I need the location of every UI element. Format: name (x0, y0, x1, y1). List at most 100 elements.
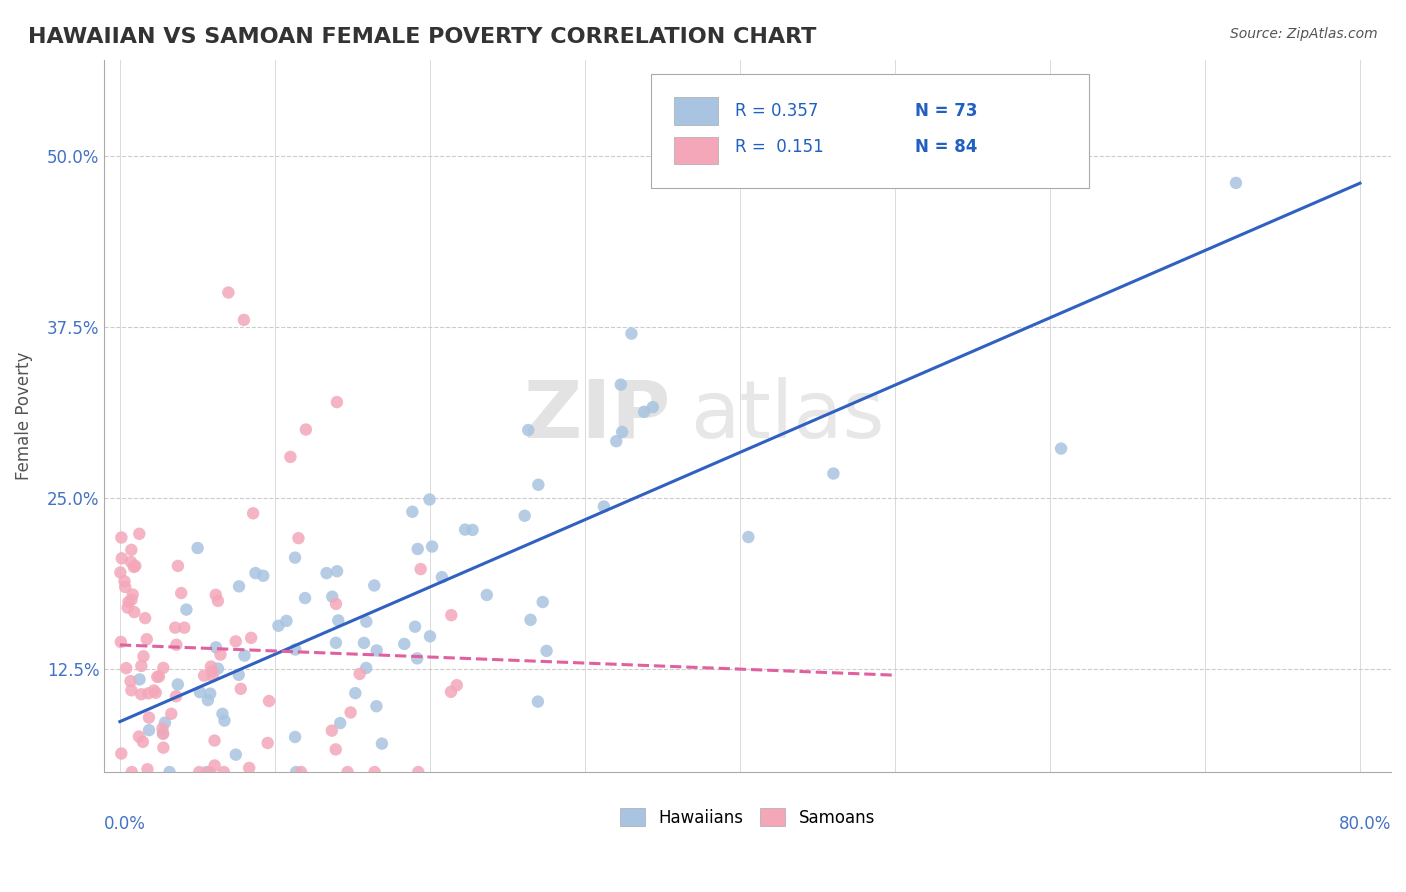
Hawaiians (371, 737, 394, 751)
Hawaiians (394, 637, 416, 651)
FancyBboxPatch shape (675, 136, 718, 164)
FancyBboxPatch shape (675, 97, 718, 125)
Samoans (339, 706, 361, 720)
Samoans (111, 551, 134, 566)
Samoans (240, 631, 263, 645)
Hawaiians (366, 643, 388, 657)
Samoans (132, 649, 155, 664)
Samoans (138, 710, 160, 724)
Text: N = 84: N = 84 (915, 137, 977, 155)
Hawaiians (430, 570, 453, 584)
Samoans (325, 597, 347, 611)
Hawaiians (207, 662, 229, 676)
Hawaiians (527, 695, 550, 709)
Samoans (110, 531, 132, 545)
Hawaiians (420, 540, 443, 554)
Samoans (117, 595, 139, 609)
Hawaiians (195, 765, 218, 780)
Hawaiians (159, 765, 181, 780)
Hawaiians (461, 523, 484, 537)
Samoans (136, 762, 159, 776)
Samoans (121, 592, 143, 607)
Hawaiians (294, 591, 316, 605)
Hawaiians (166, 677, 188, 691)
Samoans (146, 670, 169, 684)
Hawaiians (363, 578, 385, 592)
Hawaiians (366, 699, 388, 714)
Samoans (207, 594, 229, 608)
Samoans (152, 740, 174, 755)
Samoans (349, 666, 371, 681)
Samoans (114, 580, 136, 594)
Hawaiians (152, 726, 174, 740)
Text: Source: ZipAtlas.com: Source: ZipAtlas.com (1230, 27, 1378, 41)
Text: 0.0%: 0.0% (104, 814, 146, 833)
Samoans (165, 638, 187, 652)
Hawaiians (153, 715, 176, 730)
Samoans (409, 562, 432, 576)
Samoans (321, 723, 343, 738)
Hawaiians (285, 765, 308, 780)
Samoans (148, 669, 170, 683)
Samoans (440, 608, 463, 623)
Hawaiians (406, 651, 429, 665)
Samoans (287, 531, 309, 545)
Hawaiians (328, 614, 350, 628)
Hawaiians (200, 687, 222, 701)
Hawaiians (284, 730, 307, 744)
Samoans (280, 450, 302, 464)
Hawaiians (329, 716, 352, 731)
Hawaiians (205, 640, 228, 655)
Samoans (325, 742, 347, 756)
Samoans (188, 765, 211, 780)
Hawaiians (527, 477, 550, 491)
Samoans (290, 765, 312, 780)
Samoans (124, 558, 146, 573)
Hawaiians (401, 505, 423, 519)
Hawaiians (737, 530, 759, 544)
Hawaiians (276, 614, 298, 628)
Hawaiians (214, 714, 236, 728)
Hawaiians (245, 566, 267, 580)
Hawaiians (823, 467, 845, 481)
Samoans (138, 686, 160, 700)
Hawaiians (1225, 176, 1247, 190)
Hawaiians (325, 636, 347, 650)
Samoans (198, 765, 221, 780)
Hawaiians (406, 541, 429, 556)
Hawaiians (284, 642, 307, 657)
Hawaiians (536, 644, 558, 658)
Samoans (242, 506, 264, 520)
Text: 80.0%: 80.0% (1339, 814, 1391, 833)
Samoans (336, 765, 359, 780)
Hawaiians (211, 706, 233, 721)
Samoans (160, 706, 183, 721)
Samoans (209, 648, 232, 662)
Samoans (132, 735, 155, 749)
Hawaiians (454, 523, 477, 537)
Samoans (204, 588, 226, 602)
Hawaiians (592, 500, 614, 514)
Hawaiians (517, 423, 540, 437)
Samoans (201, 669, 224, 683)
Samoans (193, 668, 215, 682)
Samoans (114, 574, 136, 589)
Samoans (152, 661, 174, 675)
Samoans (145, 686, 167, 700)
Samoans (363, 765, 385, 780)
Samoans (135, 632, 157, 647)
Samoans (165, 690, 187, 704)
Hawaiians (610, 425, 633, 439)
Text: ZIP: ZIP (523, 376, 671, 455)
Samoans (232, 313, 254, 327)
Samoans (121, 588, 143, 602)
Samoans (257, 694, 280, 708)
Text: R =  0.151: R = 0.151 (735, 137, 824, 155)
Hawaiians (225, 747, 247, 762)
Samoans (110, 747, 132, 761)
Hawaiians (252, 568, 274, 582)
Samoans (152, 727, 174, 741)
Hawaiians (128, 673, 150, 687)
Hawaiians (188, 685, 211, 699)
Samoans (128, 730, 150, 744)
